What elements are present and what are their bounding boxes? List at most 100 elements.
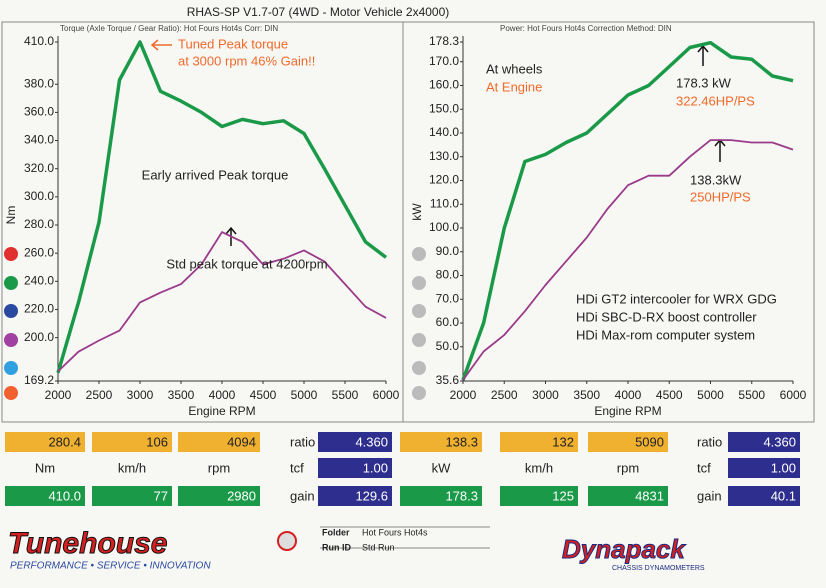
readout-value: 4831 xyxy=(635,488,664,503)
annotation: Early arrived Peak torque xyxy=(142,167,289,182)
readout-value: rpm xyxy=(617,460,639,475)
x-tick-label: 2500 xyxy=(86,388,113,402)
x-tick-label: 2000 xyxy=(450,388,477,402)
y-tick-label: 130.0 xyxy=(429,149,459,163)
readout-cell xyxy=(728,432,800,452)
logo-mark xyxy=(277,531,297,551)
annotation: 250HP/PS xyxy=(690,189,751,204)
series-line xyxy=(461,40,794,381)
dyno-logo: Dynapack xyxy=(562,534,686,564)
readout-value: 4094 xyxy=(227,434,256,449)
brand-logo: Tunehouse xyxy=(8,527,167,560)
y-tick-label: 170.0 xyxy=(429,54,459,68)
readout-value: 280.4 xyxy=(48,434,81,449)
y-tick-label: 120.0 xyxy=(429,173,459,187)
x-tick-label: 3500 xyxy=(573,388,600,402)
x-tick-label: 4000 xyxy=(209,388,236,402)
readout-cell xyxy=(500,432,578,452)
dot xyxy=(412,276,426,290)
dot xyxy=(4,361,18,375)
readout-cell xyxy=(5,432,85,452)
runid-label: Run ID xyxy=(322,542,351,552)
dot xyxy=(412,386,426,400)
x-tick-label: 5000 xyxy=(291,388,318,402)
x-tick-label: 3500 xyxy=(168,388,195,402)
channel-dots xyxy=(4,247,426,400)
y-axis-label: kW xyxy=(410,203,424,221)
sheet-title: RHAS-SP V1.7-07 (4WD - Motor Vehicle 2x4… xyxy=(187,5,450,19)
arrow xyxy=(150,39,172,51)
y-tick-label: 320.0 xyxy=(24,161,54,175)
readout-value: 5090 xyxy=(635,434,664,449)
x-tick-label: 2000 xyxy=(45,388,72,402)
readout-value: ratio xyxy=(290,434,315,449)
y-tick-label: 340.0 xyxy=(24,133,54,147)
dot xyxy=(4,247,18,261)
annotation: HDi SBC-D-RX boost controller xyxy=(576,309,757,324)
y-tick-label: 220.0 xyxy=(24,302,54,316)
annotation: Std peak torque at 4200rpm xyxy=(166,256,327,271)
x-tick-label: 6000 xyxy=(373,388,400,402)
x-tick-label: 5000 xyxy=(697,388,724,402)
x-tick-label: 3000 xyxy=(532,388,559,402)
dot xyxy=(4,386,18,400)
y-tick-label: 169.2 xyxy=(24,373,54,387)
series-line xyxy=(462,139,794,381)
folder-label: Folder xyxy=(322,527,350,537)
y-tick-label: 200.0 xyxy=(24,330,54,344)
y-tick-label: 140.0 xyxy=(429,125,459,139)
readout-value: Nm xyxy=(35,460,55,475)
x-tick-label: 4500 xyxy=(250,388,277,402)
runid-value: Std Run xyxy=(362,542,395,552)
readout-cell xyxy=(5,486,85,506)
readout-cell xyxy=(588,432,668,452)
x-tick-label: 5500 xyxy=(332,388,359,402)
y-tick-label: 70.0 xyxy=(436,291,460,305)
y-tick-label: 35.6 xyxy=(436,373,460,387)
chart-frame xyxy=(1,21,815,423)
annotation: at 3000 rpm 46% Gain!! xyxy=(178,53,315,68)
readout-cell xyxy=(318,486,392,506)
readout-cell xyxy=(728,458,800,478)
dot xyxy=(412,333,426,347)
dot xyxy=(4,333,18,347)
arrow xyxy=(225,44,726,246)
readout-value: rpm xyxy=(208,460,230,475)
dot xyxy=(4,304,18,318)
y-tick-label: 110.0 xyxy=(430,196,459,210)
readout-value: 178.3 xyxy=(445,488,478,503)
left-info: Torque (Axle Torque / Gear Ratio): Hot F… xyxy=(60,24,278,33)
annotation: Tuned Peak torque xyxy=(178,36,288,51)
folder-value: Hot Fours Hot4s xyxy=(362,527,428,537)
y-tick-label: 160.0 xyxy=(429,78,459,92)
readout-value: 2980 xyxy=(227,488,256,503)
dot xyxy=(4,276,18,290)
readout-value: 4.360 xyxy=(763,434,796,449)
readout-value: 40.1 xyxy=(771,488,796,503)
y-tick-label: 150.0 xyxy=(429,101,459,115)
readout-value: 106 xyxy=(146,434,168,449)
y-tick-label: 240.0 xyxy=(24,273,54,287)
readout-value: 125 xyxy=(552,488,574,503)
readout-value: 1.00 xyxy=(363,460,388,475)
dot xyxy=(412,304,426,318)
x-tick-label: 3000 xyxy=(127,388,154,402)
annotation: 138.3kW xyxy=(690,172,742,187)
y-tick-label: 60.0 xyxy=(436,315,460,329)
y-tick-label: 280.0 xyxy=(24,217,54,231)
y-tick-label: 360.0 xyxy=(24,105,54,119)
readout-value: ratio xyxy=(697,434,722,449)
readout-value: 410.0 xyxy=(48,488,81,503)
readout-value: gain xyxy=(290,488,315,503)
readout-value: 1.00 xyxy=(771,460,796,475)
readout-value: tcf xyxy=(697,460,711,475)
readout-cell xyxy=(728,486,800,506)
dot xyxy=(412,247,426,261)
y-tick-label: 260.0 xyxy=(24,245,54,259)
annotation: At Engine xyxy=(486,79,542,94)
readout-value: kW xyxy=(432,460,452,475)
series-line xyxy=(57,231,387,373)
readout-value: 138.3 xyxy=(445,434,478,449)
brand-tagline: PERFORMANCE • SERVICE • INNOVATION xyxy=(10,561,211,572)
